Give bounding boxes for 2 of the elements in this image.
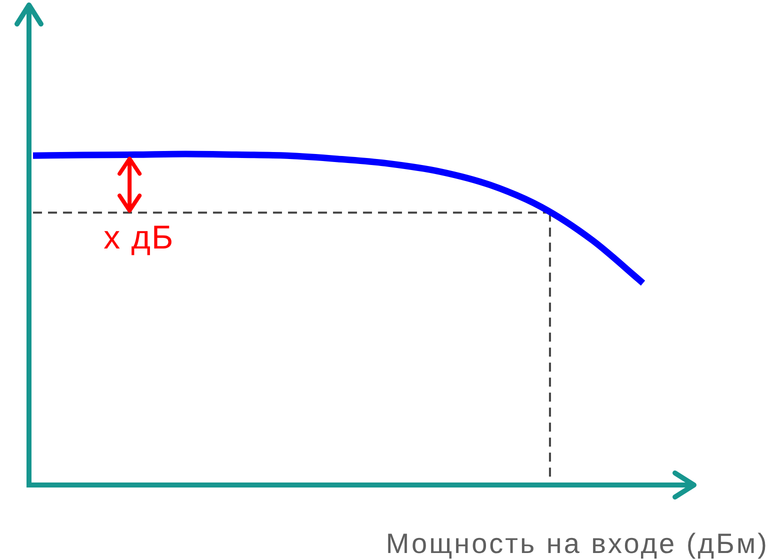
annotation: x дБ	[104, 218, 174, 256]
x-axis-title: Мощность на входе (дБм)	[386, 528, 769, 559]
